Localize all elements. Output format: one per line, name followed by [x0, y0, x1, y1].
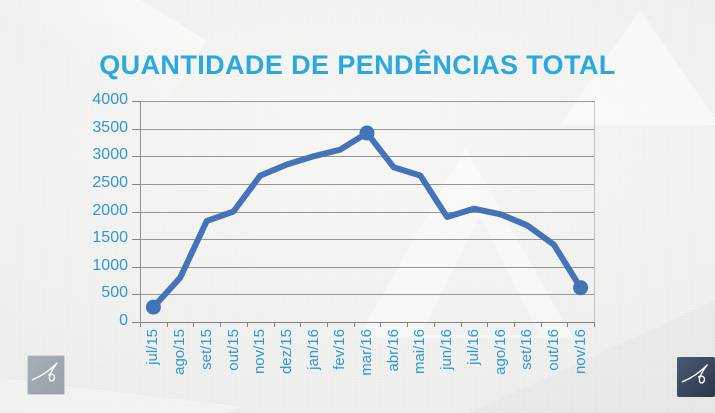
x-axis-month-label-text: abr/16: [384, 329, 402, 372]
x-axis-month-label-text: jun/16: [438, 329, 456, 370]
x-axis-month-label: jun/16: [438, 329, 455, 370]
x-axis-month-label: abr/16: [385, 329, 402, 372]
y-axis-tick-label: 2000: [92, 201, 128, 219]
y-axis-tick: [132, 156, 140, 158]
y-axis-tick: [132, 266, 140, 268]
y-axis-tick: [132, 294, 140, 296]
series-line: [150, 130, 584, 311]
y-axis-tick: [132, 322, 140, 323]
x-axis-month-label-text: jan/16: [304, 329, 322, 370]
x-axis-tick: [433, 322, 435, 327]
chart-title: QUANTIDADE DE PENDÊNCIAS TOTAL: [99, 50, 616, 80]
x-axis-tick: [300, 322, 302, 327]
x-axis-tick: [353, 322, 355, 327]
y-axis-tick-label: 1500: [92, 229, 128, 247]
b-swoosh-icon: [681, 364, 708, 384]
gridline: [140, 211, 594, 213]
data-point-marker: [359, 125, 375, 141]
gridline: [140, 239, 594, 241]
y-axis-tick-label: 4000: [92, 91, 128, 108]
y-axis-tick: [132, 211, 140, 213]
x-axis-month-label: out/16: [545, 329, 562, 371]
data-point-marker: [145, 299, 161, 315]
brand-logo-bottom-right: [677, 357, 715, 397]
x-axis-tick: [273, 322, 275, 327]
x-axis-month-label-text: mar/16: [358, 329, 375, 376]
y-axis-tick: [132, 239, 140, 241]
x-axis-tick: [540, 322, 542, 327]
x-axis-month-label-text: out/16: [544, 329, 562, 371]
x-axis-month-label-text: fev/16: [331, 329, 349, 370]
x-axis-tick: [246, 322, 248, 327]
y-axis-tick-label: 500: [101, 284, 128, 302]
gridline: [140, 266, 594, 268]
x-axis-month-label: ago/15: [171, 329, 188, 375]
y-axis-tick-label: 3500: [92, 118, 128, 136]
y-axis-tick-label: 1000: [92, 256, 128, 274]
gridline: [140, 156, 594, 158]
plot-right-border: [594, 101, 595, 323]
x-axis-month-label: dez/15: [278, 329, 295, 374]
x-axis-month-label-text: out/15: [224, 329, 242, 371]
x-axis-tick: [140, 322, 141, 327]
gridline: [140, 101, 594, 102]
gridline: [140, 183, 594, 185]
x-axis-month-label: jan/16: [305, 329, 322, 370]
x-axis-month-label-text: nov/16: [571, 329, 589, 375]
y-axis-tick: [132, 183, 140, 185]
x-axis-tick: [487, 322, 489, 327]
x-axis-month-label-text: jul/15: [144, 329, 162, 365]
x-axis-month-label-text: nov/15: [251, 329, 269, 375]
y-axis-tick: [132, 101, 140, 102]
y-axis-tick: [132, 128, 140, 130]
y-axis-tick-label: 2500: [92, 173, 128, 191]
x-axis-month-label: ago/16: [492, 329, 509, 375]
x-axis-month-label: jul/15: [144, 329, 161, 365]
x-axis-month-label-text: ago/16: [491, 329, 509, 375]
data-point-marker: [573, 280, 589, 296]
gridline: [140, 322, 594, 323]
x-axis-month-label: fev/16: [331, 329, 348, 370]
y-axis-line: [140, 101, 141, 323]
x-axis-tick: [220, 322, 222, 327]
x-axis-month-label-text: set/16: [518, 329, 536, 370]
brand-logo-bottom-left: [27, 355, 65, 395]
x-axis-month-label: jul/16: [465, 329, 482, 365]
x-axis-month-label: set/16: [518, 329, 535, 370]
x-axis-month-label: nov/15: [251, 329, 268, 374]
x-axis-month-label: mai/16: [411, 329, 428, 374]
x-axis-month-label-text: ago/15: [171, 329, 189, 375]
b-swoosh-icon: [31, 362, 58, 382]
gridline: [140, 294, 594, 296]
x-axis-tick: [380, 322, 382, 327]
x-axis-tick: [166, 322, 168, 327]
x-axis-month-label: out/15: [225, 329, 242, 371]
x-axis-month-label-text: set/15: [197, 329, 215, 370]
x-axis-month-label-text: mai/16: [411, 329, 429, 375]
x-axis-month-label-text: dez/15: [277, 329, 295, 375]
x-axis-tick: [407, 322, 409, 327]
pendencias-line-series: [145, 125, 589, 315]
y-axis-tick-label: 3000: [92, 146, 128, 164]
y-axis-tick-label: 0: [119, 312, 128, 329]
x-axis-tick: [460, 322, 462, 327]
x-axis-tick: [513, 322, 515, 327]
x-axis-month-label: mar/16: [358, 329, 375, 376]
x-axis-month-label-text: jul/16: [464, 329, 482, 365]
x-axis-tick: [326, 322, 328, 327]
x-axis-tick: [594, 322, 595, 327]
x-axis-month-label: set/15: [198, 329, 215, 370]
x-axis-tick: [193, 322, 195, 327]
x-axis-tick: [567, 322, 569, 327]
x-axis-month-label: nov/16: [572, 329, 589, 374]
